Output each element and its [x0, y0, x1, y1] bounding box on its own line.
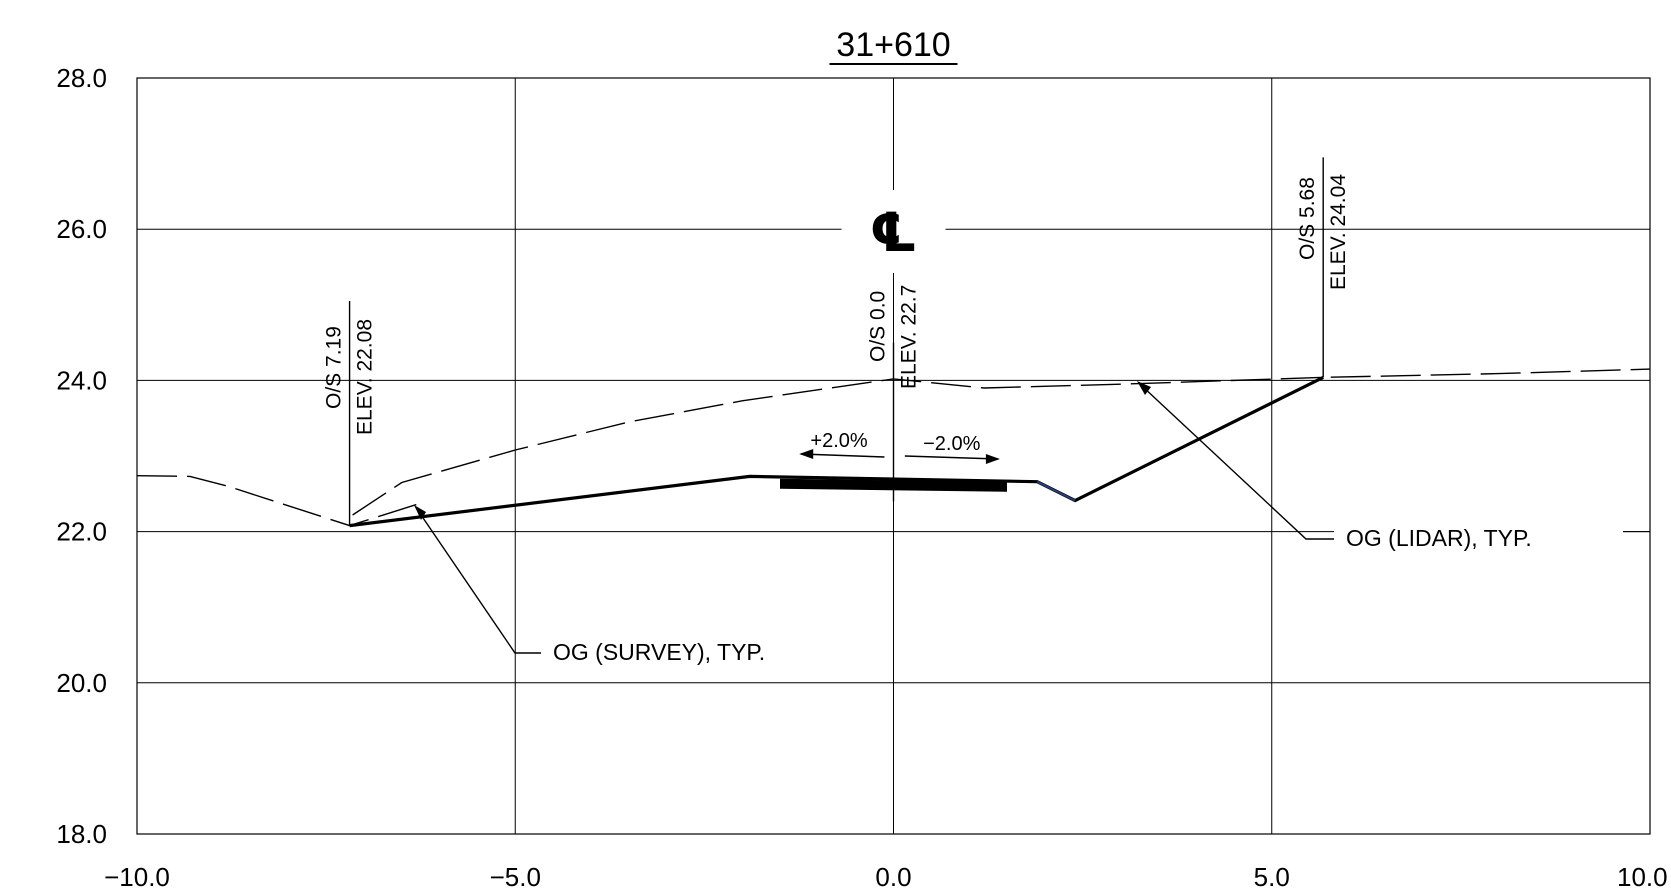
callouts: OG (SURVEY), TYP. OG (LIDAR), TYP. [414, 381, 1650, 665]
label-mask [863, 246, 924, 273]
axis-labels: 28.0 26.0 24.0 22.0 20.0 18.0 −10.0 −5.0 0.0 5.0 1… [56, 63, 1667, 891]
callout-og-survey: OG (SURVEY), TYP. [553, 639, 765, 665]
station-elev-label: ELEV. 22.08 [354, 319, 377, 435]
leader-og-lidar [1141, 385, 1334, 540]
grade-label-left: +2.0% [810, 430, 867, 452]
y-tick-label: 24.0 [56, 365, 107, 395]
grade-arrows: +2.0% −2.0% [799, 430, 1000, 464]
leader-arrowhead-lidar [1137, 381, 1151, 395]
x-tick-label: 0.0 [875, 862, 911, 891]
callout-og-lidar: OG (LIDAR), TYP. [1346, 525, 1532, 551]
y-tick-label: 26.0 [56, 214, 107, 244]
grade-arrow-right-head [985, 454, 1000, 464]
centerline-mask [841, 190, 946, 248]
station-elev-label: ELEV. 24.04 [1327, 174, 1350, 290]
grade-arrow-left-shaft [801, 453, 885, 458]
x-tick-label: 5.0 [1254, 862, 1290, 891]
y-tick-label: 18.0 [56, 819, 107, 849]
x-tick-label: 10.0 [1617, 862, 1668, 891]
station-annotations: O/S 7.19 ELEV. 22.08 O/S 0.0 ELEV. 22.7 O/S … [323, 157, 1350, 526]
leader-og-survey [418, 511, 541, 654]
station-offset-label: O/S 0.0 [867, 291, 890, 362]
x-tick-label: −10.0 [104, 862, 170, 891]
profile-line-og_survey [136, 475, 418, 527]
station-offset-label: O/S 5.68 [1296, 177, 1319, 260]
centerline-icon: ℄ [869, 201, 917, 264]
profile-line-og_lidar [352, 368, 1651, 516]
station-title: 31+610 [836, 26, 950, 64]
leader-arrowhead-survey [414, 505, 426, 520]
y-tick-label: 20.0 [56, 668, 107, 698]
grade-label-right: −2.0% [923, 433, 980, 455]
callout-mask [1334, 522, 1623, 552]
y-tick-label: 28.0 [56, 63, 107, 93]
y-tick-label: 22.0 [56, 517, 107, 547]
x-tick-label: −5.0 [490, 862, 541, 891]
grid [136, 77, 1651, 835]
profile-line-proposed [349, 375, 1324, 528]
grade-arrow-left-head [799, 449, 814, 459]
grade-arrow-right-shaft [904, 455, 998, 460]
ditch-segment [1036, 480, 1076, 502]
station-offset-label: O/S 7.19 [323, 326, 346, 409]
station-elev-label: ELEV. 22.7 [898, 285, 921, 389]
